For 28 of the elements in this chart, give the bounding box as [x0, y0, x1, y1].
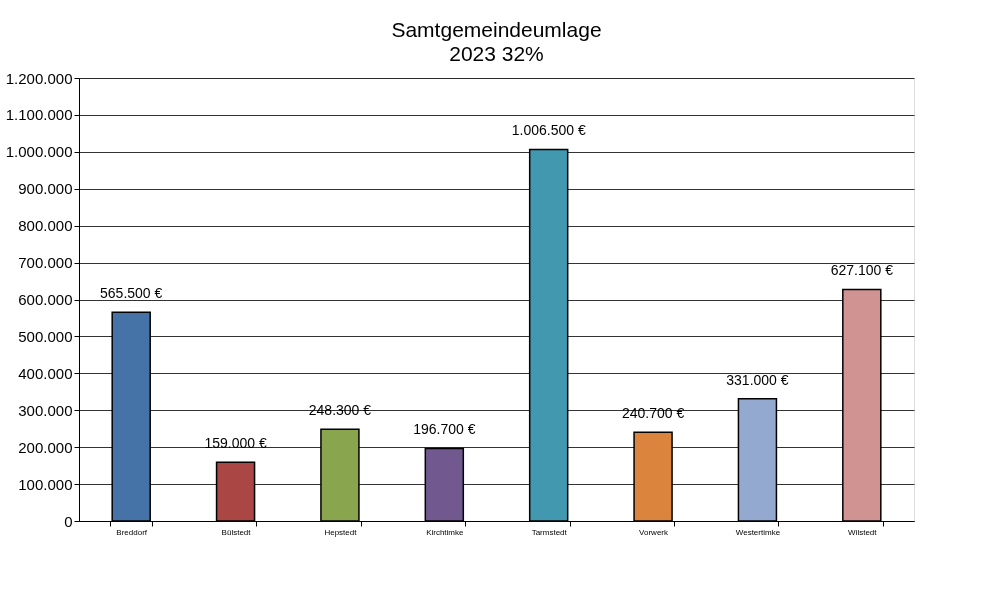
data-label: 565.500 €: [100, 285, 163, 302]
x-tick-label: Kirchtimke: [426, 527, 465, 537]
y-tick-label: 300.000: [18, 401, 73, 419]
y-tick-label: 600.000: [18, 291, 73, 308]
data-label: 1.006.500 €: [511, 122, 586, 139]
y-tick-label: 1.000.000: [5, 143, 73, 161]
x-tick-label: Tarmstedt: [531, 527, 568, 537]
x-tick-label: Hepstedt: [324, 527, 358, 537]
x-tick-label: Wilstedt: [848, 527, 878, 537]
x-tick-label: Bülstedt: [221, 527, 252, 537]
x-tick-label: Breddorf: [116, 527, 148, 537]
y-tick-label: 700.000: [18, 254, 73, 272]
y-tick-label: 800.000: [18, 217, 73, 235]
chart-subtitle: 2023 32%: [449, 42, 544, 65]
x-tick-label: Vorwerk: [639, 527, 670, 537]
x-tick-label: Westertimke: [735, 527, 781, 537]
data-label: 196.700 €: [413, 421, 476, 438]
chart-title: Samtgemeindeumlage: [391, 18, 602, 41]
data-label: 331.000 €: [726, 371, 789, 388]
y-tick-label: 200.000: [18, 438, 73, 456]
y-tick-label: 500.000: [18, 327, 73, 345]
data-label: 627.100 €: [830, 262, 894, 279]
y-tick-label: 1.200.000: [5, 69, 73, 87]
y-tick-label: 0: [64, 512, 73, 530]
y-tick-label: 1.100.000: [5, 106, 73, 124]
y-tick-label: 100.000: [18, 475, 73, 493]
y-tick-label: 900.000: [18, 180, 73, 198]
y-tick-label: 400.000: [18, 364, 73, 382]
